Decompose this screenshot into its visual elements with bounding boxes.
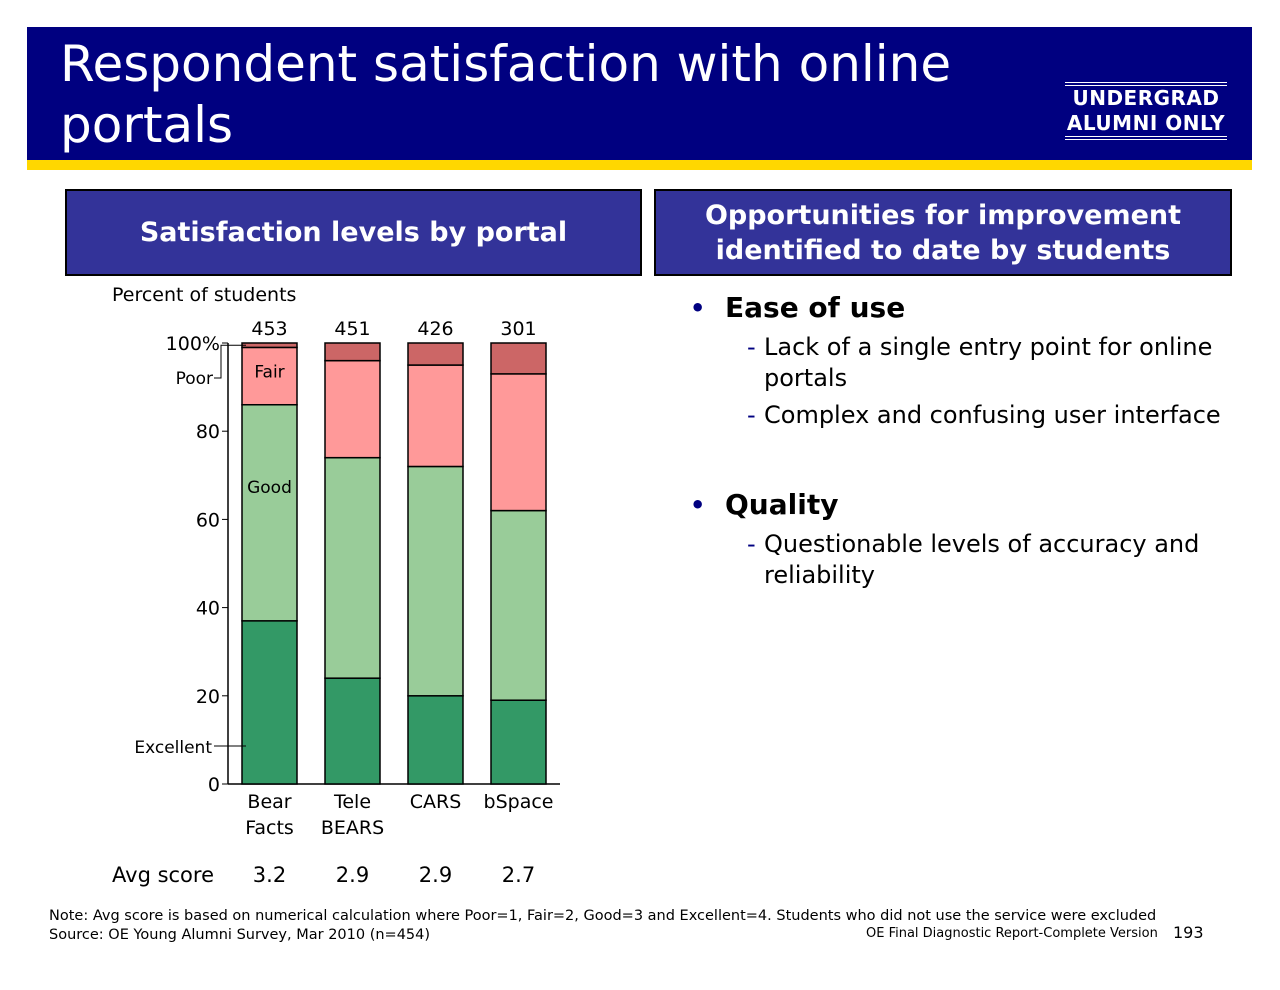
spacer bbox=[690, 431, 1250, 487]
opportunities-list: • Ease of use - Lack of a single entry p… bbox=[690, 290, 1250, 591]
y-tick-label: 60 bbox=[196, 509, 220, 531]
series-label-excellent: Excellent bbox=[134, 738, 212, 758]
avg-score-value: 3.2 bbox=[253, 863, 286, 887]
series-label-good: Good bbox=[247, 478, 292, 498]
bar-segment-poor bbox=[241, 342, 298, 349]
sub-bullet: - Questionable levels of accuracy and re… bbox=[690, 529, 1250, 591]
dash-icon: - bbox=[747, 333, 756, 361]
y-tick-label: 100% bbox=[166, 333, 220, 355]
footnote: Note: Avg score is based on numerical ca… bbox=[49, 907, 1156, 945]
bullet-quality: • Quality bbox=[690, 487, 1250, 523]
bar-segment-excellent bbox=[324, 677, 381, 785]
bullet-dot-icon: • bbox=[690, 294, 706, 322]
avg-score-label: Avg score bbox=[112, 863, 214, 887]
bar-segment-excellent bbox=[490, 699, 547, 785]
sub-bullet: - Lack of a single entry point for onlin… bbox=[690, 332, 1250, 394]
bar-segment-good bbox=[490, 509, 547, 701]
bar-segment-good bbox=[407, 465, 464, 697]
bar-segment-good bbox=[324, 456, 381, 679]
bar-segment-poor bbox=[324, 342, 381, 362]
bar-segment-fair bbox=[490, 373, 547, 512]
y-axis-label: Percent of students bbox=[112, 284, 297, 306]
page-title: Respondent satisfaction with online port… bbox=[60, 35, 952, 154]
x-category-label: BEARS bbox=[321, 817, 384, 839]
badge-line-1: UNDERGRAD bbox=[1072, 86, 1220, 110]
page-number: 193 bbox=[1173, 923, 1204, 942]
x-category-label: Tele bbox=[333, 791, 371, 813]
sub-bullet: - Complex and confusing user interface bbox=[690, 400, 1250, 431]
bar-total-label: 426 bbox=[417, 318, 453, 340]
report-footer: OE Final Diagnostic Report-Complete Vers… bbox=[866, 926, 1158, 941]
bar-total-label: 453 bbox=[251, 318, 287, 340]
note-text: Note: Avg score is based on numerical ca… bbox=[49, 908, 1157, 924]
badge-rule-bottom bbox=[1065, 136, 1227, 140]
bullet-title: Ease of use bbox=[725, 291, 906, 324]
bar-segment-poor bbox=[490, 342, 547, 375]
bar-segment-fair bbox=[241, 346, 298, 406]
y-tick-label: 80 bbox=[196, 421, 220, 443]
avg-score-value: 2.9 bbox=[336, 863, 369, 887]
bar-segment-excellent bbox=[241, 620, 298, 785]
bar-segment-excellent bbox=[407, 695, 464, 785]
dash-icon: - bbox=[747, 401, 756, 429]
bar-total-label: 451 bbox=[334, 318, 370, 340]
title-bar bbox=[27, 27, 1252, 160]
stacked-bar-chart: 0 20 40 60 80 100% 453 Bear Facts 3.2 451 Tele BEARS… bbox=[134, 318, 560, 887]
bullet-ease-of-use: • Ease of use bbox=[690, 290, 1250, 326]
y-tick-label: 20 bbox=[196, 686, 220, 708]
opportunities-panel-heading: Opportunities for improvement identified… bbox=[654, 189, 1232, 276]
chart-panel-heading: Satisfaction levels by portal bbox=[65, 189, 642, 276]
y-tick-label: 40 bbox=[196, 598, 220, 620]
dash-icon: - bbox=[747, 530, 756, 558]
x-category-label: bSpace bbox=[484, 791, 554, 813]
y-tick-label: 0 bbox=[208, 774, 220, 796]
series-label-poor: Poor bbox=[176, 369, 213, 389]
source-text: Source: OE Young Alumni Survey, Mar 2010… bbox=[49, 927, 431, 943]
sub-bullet-text: Questionable levels of accuracy and reli… bbox=[764, 530, 1200, 589]
badge-rule-top bbox=[1065, 82, 1227, 86]
bar-segment-poor bbox=[407, 342, 464, 366]
sub-bullet-text: Lack of a single entry point for online … bbox=[764, 333, 1213, 392]
bar-segment-fair bbox=[407, 364, 464, 468]
x-category-label: Facts bbox=[245, 817, 294, 839]
x-category-label: Bear bbox=[247, 791, 291, 813]
bullet-dot-icon: • bbox=[690, 491, 706, 519]
series-label-fair: Fair bbox=[254, 362, 284, 382]
bar-total-label: 301 bbox=[500, 318, 536, 340]
avg-score-value: 2.7 bbox=[502, 863, 535, 887]
sub-bullet-text: Complex and confusing user interface bbox=[764, 401, 1221, 429]
avg-score-value: 2.9 bbox=[419, 863, 452, 887]
bar-segment-good bbox=[241, 403, 298, 622]
bar-segment-fair bbox=[324, 359, 381, 459]
title-stripe bbox=[27, 160, 1252, 170]
badge-line-2: ALUMNI ONLY bbox=[1066, 111, 1226, 135]
x-category-label: CARS bbox=[410, 791, 462, 813]
bullet-title: Quality bbox=[725, 488, 839, 521]
audience-badge: UNDERGRAD ALUMNI ONLY bbox=[1055, 82, 1237, 140]
callout-line-poor bbox=[214, 344, 246, 379]
